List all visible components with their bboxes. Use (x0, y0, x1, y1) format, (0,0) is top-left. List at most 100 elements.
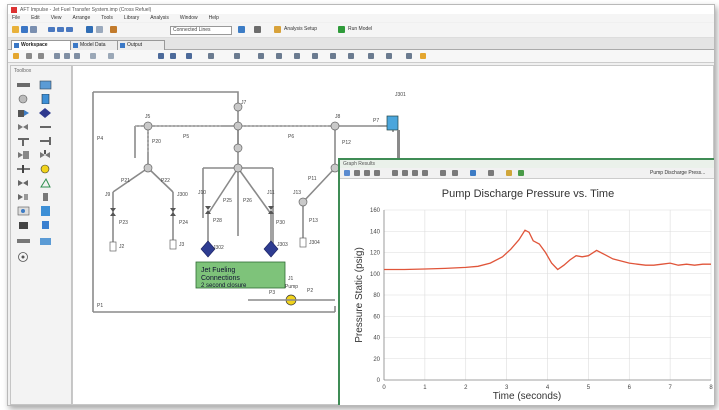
graph-search-icon[interactable] (470, 170, 476, 176)
valve-icon[interactable] (268, 206, 274, 210)
junction-node[interactable] (233, 163, 243, 173)
valve-icon[interactable] (110, 208, 116, 212)
valve-icon[interactable] (205, 206, 211, 210)
pipe-tool-icon[interactable] (17, 80, 30, 90)
color-icon[interactable] (368, 53, 374, 59)
reservoir-tool-icon[interactable] (39, 80, 52, 90)
graph-selector-label[interactable]: Pump Discharge Press... (650, 170, 706, 176)
layout3-icon[interactable] (66, 27, 73, 32)
dead-end-icon[interactable] (299, 237, 307, 248)
graph-pan-icon[interactable] (440, 170, 446, 176)
graph-export-icon[interactable] (374, 170, 380, 176)
liquid-accumulator-tool-icon[interactable] (39, 192, 52, 202)
junction-node[interactable] (233, 143, 243, 153)
menu-help[interactable]: Help (208, 15, 219, 21)
area-change-tool-icon[interactable] (17, 236, 30, 246)
scenario-combo[interactable]: Connected Lines (170, 26, 232, 35)
menu-window[interactable]: Window (179, 15, 198, 21)
tank-icon[interactable] (386, 115, 399, 131)
align4-icon[interactable] (312, 53, 318, 59)
general-component-tool-icon[interactable] (17, 220, 30, 230)
annotation-box[interactable] (195, 261, 286, 289)
menu-analysis[interactable]: Analysis (150, 15, 169, 21)
zoom-fit-icon[interactable] (186, 53, 192, 59)
pointer-icon[interactable] (13, 53, 19, 59)
gear-icon[interactable] (406, 53, 412, 59)
valve-tool-icon[interactable] (17, 122, 30, 132)
orifice-tool-icon[interactable] (17, 164, 30, 174)
menu-tools[interactable]: Tools (101, 15, 113, 21)
pump-tool-icon[interactable] (17, 108, 30, 118)
assigned-pressure-tool-icon[interactable] (39, 108, 52, 118)
report-icon[interactable] (110, 26, 117, 33)
select-icon[interactable] (90, 53, 96, 59)
redo-icon[interactable] (38, 53, 44, 59)
graph-grid-icon[interactable] (422, 170, 428, 176)
menu-library[interactable]: Library (123, 15, 140, 21)
gas-accumulator-tool-icon[interactable] (17, 192, 30, 202)
flow-meter-tool-icon[interactable] (39, 220, 52, 230)
undo-icon[interactable] (26, 53, 32, 59)
assigned-pressure-icon[interactable] (200, 240, 216, 258)
settings2-icon[interactable] (386, 53, 392, 59)
light-icon[interactable] (420, 53, 426, 59)
distribute-icon[interactable] (330, 53, 336, 59)
layer-icon[interactable] (348, 53, 354, 59)
spray-tool-icon[interactable] (17, 178, 30, 188)
valve-icon[interactable] (170, 212, 176, 216)
junction-node[interactable] (143, 163, 153, 173)
heat-exchanger-tool-icon[interactable] (17, 206, 30, 216)
align-icon[interactable] (258, 53, 264, 59)
surge-tank-tool-icon[interactable] (39, 164, 52, 174)
screen-tool-icon[interactable] (39, 236, 52, 246)
valve-icon[interactable] (170, 208, 176, 212)
annotate-icon[interactable] (208, 53, 214, 59)
zoom-in-icon[interactable] (158, 53, 164, 59)
layout-icon[interactable] (48, 27, 55, 32)
save-icon[interactable] (21, 26, 28, 33)
vacuum-breaker-tool-icon[interactable] (39, 177, 52, 188)
tank-tool-icon[interactable] (39, 93, 52, 105)
layout2-icon[interactable] (57, 27, 64, 32)
grid-icon[interactable] (234, 53, 240, 59)
menu-arrange[interactable]: Arrange (72, 15, 91, 21)
junction-node[interactable] (298, 197, 308, 207)
analysis-setup-icon[interactable] (274, 26, 281, 33)
check-valve-tool-icon[interactable] (39, 122, 52, 132)
tab-output[interactable]: Output (117, 40, 165, 50)
valve-icon[interactable] (268, 210, 274, 214)
dead-end-tool-icon[interactable] (39, 136, 52, 146)
junction-node[interactable] (233, 121, 243, 131)
graph-axis-icon[interactable] (392, 170, 398, 176)
volume-balance-tool-icon[interactable] (39, 206, 52, 216)
run-model-icon[interactable] (338, 26, 345, 33)
junction-node[interactable] (143, 121, 153, 131)
run-model-label[interactable]: Run Model (348, 26, 373, 32)
align3-icon[interactable] (294, 53, 300, 59)
settings-icon[interactable] (254, 26, 261, 33)
graph-save-icon[interactable] (344, 170, 350, 176)
analysis-setup-label[interactable]: Analysis Setup (284, 26, 318, 32)
annotation-tool-icon[interactable] (17, 252, 30, 262)
graph-zoom-icon[interactable] (452, 170, 458, 176)
tee-tool-icon[interactable] (17, 136, 30, 146)
graph-icon[interactable] (96, 26, 103, 33)
graph-legend-icon[interactable] (402, 170, 408, 176)
new-icon[interactable] (12, 26, 19, 33)
dead-end-icon[interactable] (109, 241, 117, 252)
menu-view[interactable]: View (50, 15, 62, 21)
check-icon[interactable] (238, 26, 245, 33)
graph-format-icon[interactable] (412, 170, 418, 176)
tab-workspace[interactable]: Workspace (11, 40, 71, 50)
menu-file[interactable]: File (12, 15, 21, 21)
cut-icon[interactable] (54, 53, 60, 59)
valve-icon[interactable] (205, 210, 211, 214)
copy-icon[interactable] (64, 53, 70, 59)
pan-icon[interactable] (108, 53, 114, 59)
graph-data-icon[interactable] (488, 170, 494, 176)
zoom-out-icon[interactable] (170, 53, 176, 59)
open-icon[interactable] (30, 26, 37, 33)
graph-print-icon[interactable] (354, 170, 360, 176)
print-icon[interactable] (86, 26, 93, 33)
control-valve-tool-icon[interactable] (39, 150, 52, 160)
